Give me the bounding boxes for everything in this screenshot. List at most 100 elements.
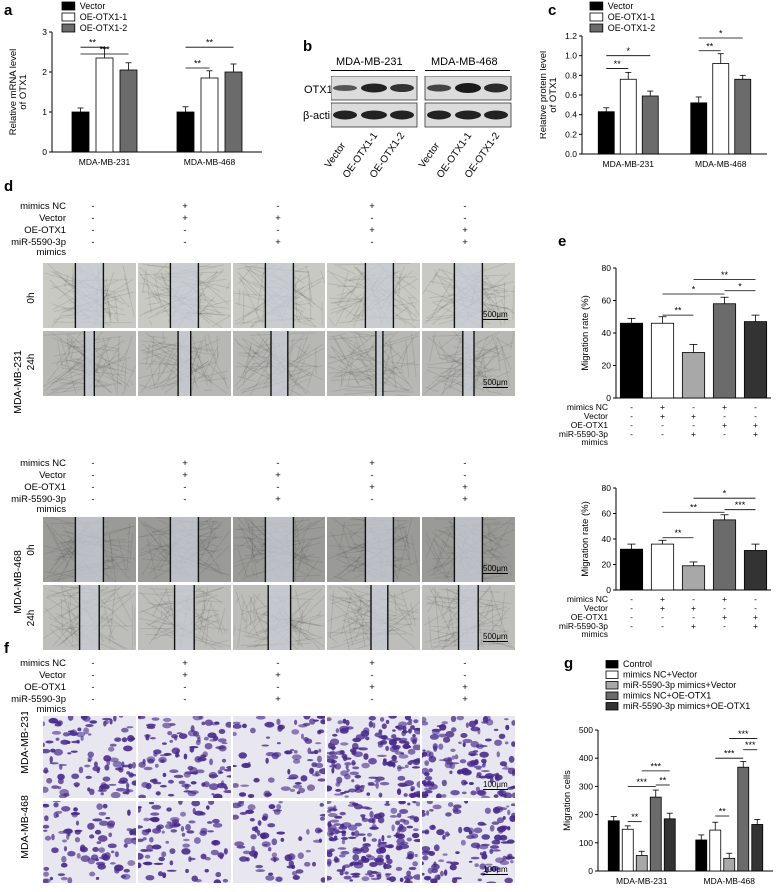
cell-mark xyxy=(122,737,127,742)
cell-mark xyxy=(387,738,392,740)
cell-mark xyxy=(464,827,471,832)
cell-mark xyxy=(335,789,341,792)
cell-mark xyxy=(194,837,201,844)
condition-sign: - xyxy=(630,429,633,439)
blot-lane-4: Vector xyxy=(417,141,442,171)
cell-mark xyxy=(443,853,448,855)
condition-sign: - xyxy=(91,201,94,212)
condition-sign: - xyxy=(463,670,466,681)
cell-mark xyxy=(208,801,214,805)
cell-mark xyxy=(81,855,91,862)
legend-label: Control xyxy=(623,659,652,669)
cell-mark xyxy=(318,729,324,733)
scale-bar: 100μm xyxy=(483,865,508,875)
cell-mark xyxy=(223,790,230,793)
cell-mark xyxy=(114,737,121,742)
cell-mark xyxy=(481,759,487,764)
sig-label: * xyxy=(723,489,727,499)
cell-mark xyxy=(382,835,385,841)
blot-lane-1: Vector xyxy=(323,141,348,171)
wound-gap xyxy=(265,263,293,328)
condition-label: mimics xyxy=(582,437,608,447)
cell-mark xyxy=(83,716,91,722)
condition-sign: - xyxy=(370,213,373,224)
cell-mark xyxy=(334,823,342,826)
cell-mark xyxy=(127,809,131,815)
cell-mark xyxy=(219,854,223,859)
condition-sign: + xyxy=(369,225,375,236)
cell-mark xyxy=(53,801,61,802)
cell-mark xyxy=(115,768,122,771)
cell-mark xyxy=(455,754,459,759)
cell-mark xyxy=(345,871,349,874)
condition-sign: + xyxy=(275,213,281,224)
cell-mark xyxy=(43,749,50,753)
x-tick-label: MDA-MB-231 xyxy=(616,876,668,886)
cell-mark xyxy=(241,763,250,768)
cell-mark xyxy=(105,720,109,724)
cell-mark xyxy=(432,729,440,735)
cell-mark xyxy=(493,807,500,814)
cell-mark xyxy=(44,815,49,821)
y-tick-label: 2 xyxy=(42,67,47,77)
cell-mark xyxy=(218,738,227,742)
cell-mark xyxy=(399,721,408,726)
cell-mark xyxy=(450,790,460,795)
condition-sign: + xyxy=(462,494,468,505)
cell-mark xyxy=(458,741,462,744)
bar-2-0 xyxy=(120,70,137,152)
cell-mark xyxy=(451,716,456,722)
texture-line xyxy=(329,318,335,326)
condition-sign: - xyxy=(463,658,466,669)
cell-mark xyxy=(365,873,372,875)
sig-label: *** xyxy=(650,761,661,771)
cell-mark xyxy=(507,826,510,830)
condition-label: mimics xyxy=(36,504,66,515)
bar-4-0 xyxy=(664,819,675,871)
cell-mark xyxy=(504,718,508,720)
cell-mark xyxy=(294,782,301,785)
cell-mark xyxy=(344,774,351,780)
cell-mark xyxy=(429,809,434,812)
cell-mark xyxy=(183,772,190,778)
bar-3-1 xyxy=(738,767,749,871)
cell-mark xyxy=(43,804,48,806)
cell-mark xyxy=(226,766,231,769)
cell-mark xyxy=(329,765,336,767)
cell-mark xyxy=(51,834,55,840)
condition-sign: + xyxy=(275,694,281,705)
cell-mark xyxy=(352,743,359,750)
condition-sign: - xyxy=(370,237,373,248)
cell-mark xyxy=(233,815,239,820)
cell-mark xyxy=(97,841,102,844)
cell-mark xyxy=(338,847,347,849)
cell-mark xyxy=(54,749,63,756)
texture-line xyxy=(303,320,312,321)
condition-sign: - xyxy=(91,482,94,493)
cell-mark xyxy=(71,773,79,779)
cell-mark xyxy=(85,776,91,779)
cell-mark xyxy=(487,881,497,883)
cell-mark xyxy=(478,822,486,826)
cell-mark xyxy=(350,771,360,775)
cell-mark xyxy=(151,805,161,810)
cell-mark xyxy=(445,831,450,836)
cell-mark xyxy=(162,830,165,833)
cell-mark xyxy=(43,743,45,748)
condition-sign: + xyxy=(462,225,468,236)
cell-mark xyxy=(451,727,456,732)
condition-sign: + xyxy=(369,482,375,493)
bar-2 xyxy=(682,566,704,590)
y-tick-label: 40 xyxy=(602,534,612,544)
cell-mark xyxy=(500,835,508,841)
cell-mark xyxy=(223,879,228,883)
cell-mark xyxy=(422,851,429,856)
cell-mark xyxy=(450,864,457,870)
condition-sign: - xyxy=(183,237,186,248)
cell-mark xyxy=(127,735,134,742)
cell-mark xyxy=(57,774,65,780)
condition-sign: + xyxy=(182,670,188,681)
cell-mark xyxy=(386,720,389,724)
texture-line xyxy=(202,626,229,630)
legend-label: Vector xyxy=(80,1,106,11)
